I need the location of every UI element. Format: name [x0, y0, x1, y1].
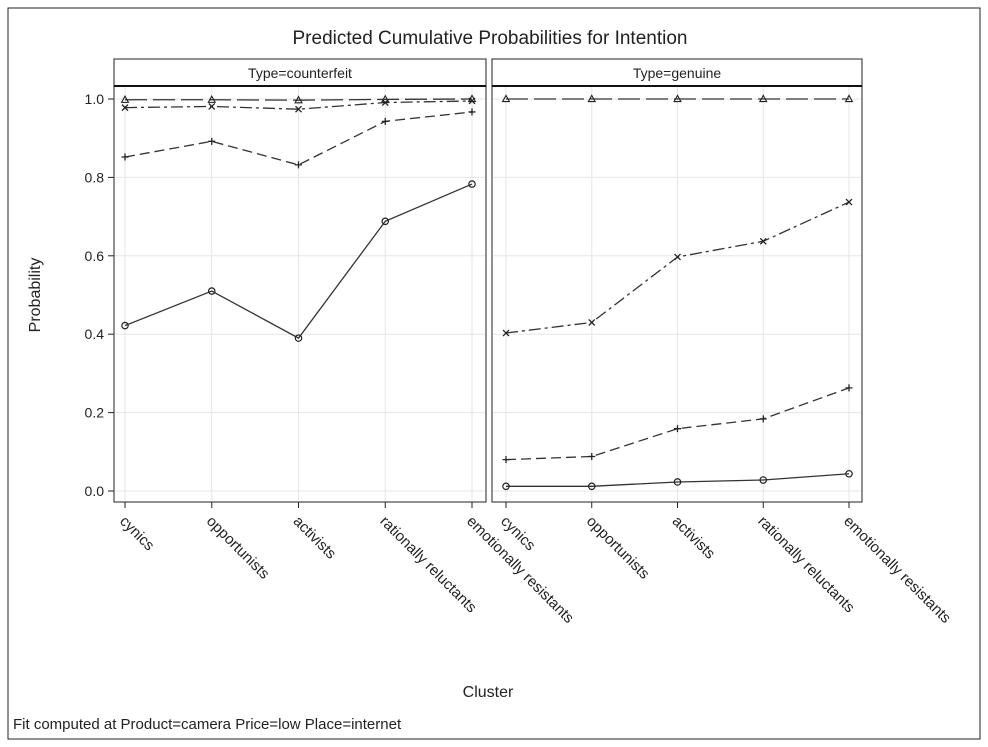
panel-counterfeit-series-plus-point — [468, 108, 476, 116]
panel-counterfeit-x-tick-label: opportunists — [203, 513, 273, 583]
panel-counterfeit-x-tick-label: rationally reluctants — [376, 513, 479, 616]
panel-genuine-series-plus-point — [845, 384, 853, 392]
panel-genuine-series-triangle-point — [673, 94, 682, 103]
chart-border — [7, 7, 981, 740]
panel-counterfeit-series-circle-point — [468, 180, 476, 188]
panel-genuine-series-plus-point — [502, 456, 510, 464]
y-tick-label: 0.2 — [85, 405, 105, 421]
panel-counterfeit-series-circle-point — [121, 321, 129, 330]
panel-counterfeit-series-x-point — [208, 102, 216, 110]
panel-genuine-series-triangle-point — [587, 94, 597, 103]
panel-counterfeit-series-x-point — [121, 104, 129, 112]
panel-genuine-series-x-point — [588, 318, 596, 326]
panel-counterfeit-series-x-line — [124, 100, 473, 110]
panel-counterfeit-series-plus-point — [121, 153, 129, 161]
y-tick-label: 0.4 — [85, 326, 105, 342]
panel-genuine-series-circle-point — [673, 478, 682, 486]
panel-genuine-series-plus-point — [759, 415, 767, 423]
panel-genuine-series-triangle-point — [501, 94, 511, 103]
panel-counterfeit-series-x-point — [295, 105, 302, 113]
panel-counterfeit-series-triangle-line — [125, 98, 473, 101]
panel-genuine-label: Type=genuine — [633, 65, 722, 81]
panel-counterfeit-series-triangle-point — [207, 95, 217, 103]
panel-genuine-x-tick-label: opportunists — [583, 513, 653, 583]
panel-genuine-strip — [491, 58, 863, 87]
panel-genuine-series-triangle-point — [758, 94, 768, 103]
panel-counterfeit-series-circle-line — [124, 183, 473, 339]
y-tick-label: 0.0 — [85, 483, 105, 499]
panel-genuine-x-tick-label: activists — [669, 513, 719, 563]
panel-counterfeit-series-plus-point — [295, 161, 302, 169]
panel-genuine-series-circle-point — [587, 482, 596, 491]
panel-genuine-series-plus-line — [505, 387, 850, 461]
panel-genuine-series-x-point — [502, 329, 510, 337]
panel-counterfeit-series-plus-point — [381, 117, 389, 125]
panel-genuine-x-tick-label: rationally reluctants — [754, 513, 857, 616]
panel-counterfeit-series-triangle-point — [467, 94, 477, 103]
panel-genuine-x-tick-label: emotionally resistants — [840, 513, 954, 627]
y-tick-label: 1.0 — [85, 91, 105, 107]
panel-genuine-series-x-point — [845, 198, 853, 206]
y-axis-label: Probability — [27, 258, 44, 333]
panel-genuine-series-circle-point — [759, 476, 768, 484]
panel-counterfeit-series-triangle-point — [380, 94, 390, 103]
panel-genuine-series-circle-point — [845, 469, 853, 478]
panel-counterfeit-series-circle-point — [294, 334, 303, 342]
panel-counterfeit-series-plus-line — [124, 111, 473, 166]
panel-genuine-series-plus-point — [588, 453, 596, 461]
panel-genuine-series-plus-point — [674, 425, 681, 433]
x-axis-label: Cluster — [463, 684, 514, 701]
panel-genuine-series-circle-point — [502, 482, 510, 491]
y-tick-label: 0.8 — [85, 169, 105, 185]
panel-counterfeit-x-tick-label: cynics — [116, 513, 157, 554]
panel-counterfeit-series-triangle-point — [294, 95, 303, 104]
y-tick-label: 0.6 — [85, 248, 105, 264]
panel-counterfeit-series-triangle-point — [120, 95, 130, 103]
chart-title: Predicted Cumulative Probabilities for I… — [293, 28, 688, 49]
panel-genuine-series-circle-line — [506, 473, 850, 487]
panel-counterfeit-series-circle-point — [381, 217, 390, 226]
panel-counterfeit-frame — [113, 58, 487, 503]
panel-genuine-series-x-point — [759, 237, 767, 245]
footnote: Fit computed at Product=camera Price=low… — [13, 716, 402, 733]
panel-genuine-series-triangle-point — [844, 94, 854, 103]
panel-genuine-series-x-point — [674, 253, 681, 261]
panel-counterfeit-series-plus-point — [208, 137, 216, 145]
panel-counterfeit-label: Type=counterfeit — [248, 65, 352, 81]
panel-counterfeit-x-tick-label: activists — [290, 513, 340, 563]
panel-counterfeit-series-circle-point — [207, 287, 216, 295]
